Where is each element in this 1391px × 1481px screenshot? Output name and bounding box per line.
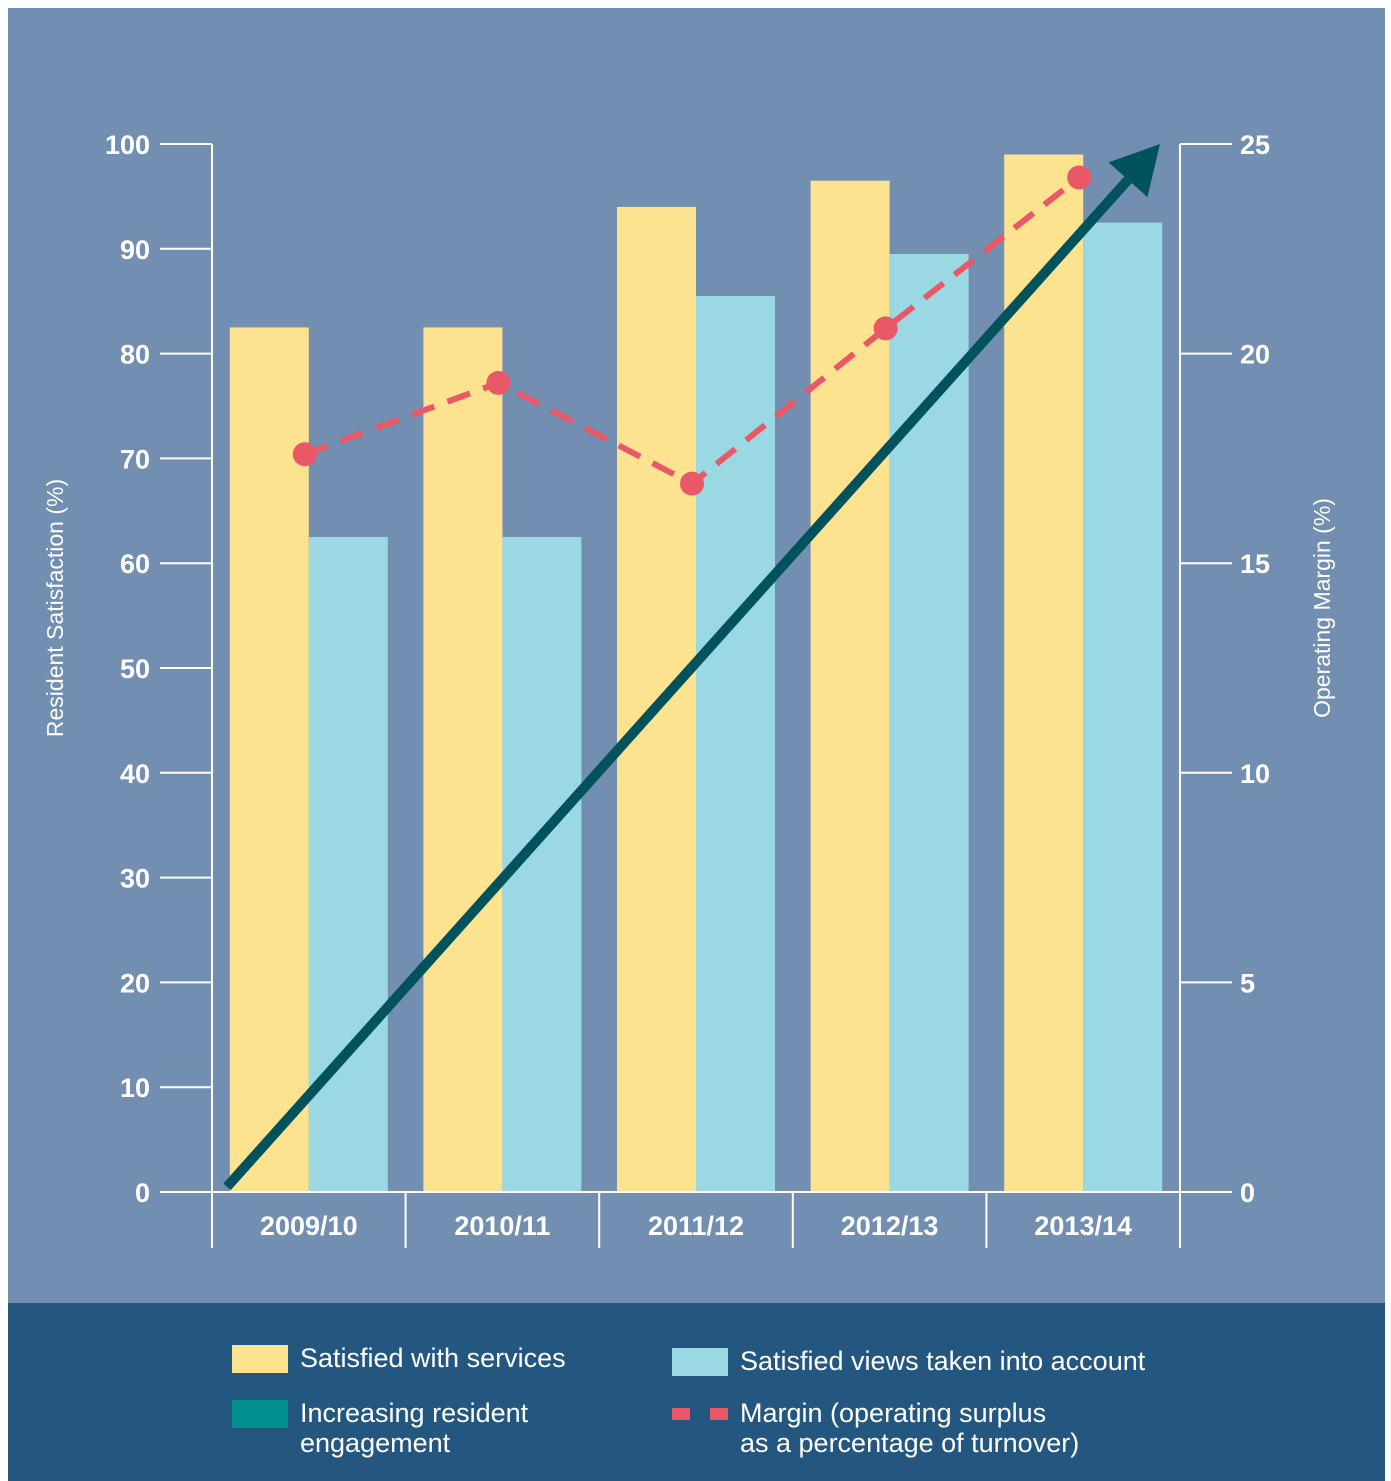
margin-point-0	[292, 442, 317, 467]
legend-item-margin: Margin (operating surplus as a percentag…	[672, 1398, 1079, 1458]
bar-views-4	[1083, 222, 1163, 1193]
x-tick-label-0: 2009/10	[260, 1211, 358, 1241]
bar-services-1	[423, 327, 503, 1192]
bar-views-2	[696, 296, 775, 1192]
legend-panel: Satisfied with services Satisfied views …	[8, 1303, 1385, 1481]
y-tick-label-5: 50	[120, 654, 150, 684]
y-tick-label-8: 80	[120, 340, 150, 370]
chart-panel: 2009/10 2010/11 2011/12 2012/13 2013/14 0 10 20…	[8, 8, 1385, 1303]
bar-views-3	[889, 254, 969, 1192]
engagement-arrow-shaft	[223, 176, 1132, 1191]
x-tick-label-3: 2012/13	[841, 1211, 939, 1241]
y-tick-label-3: 30	[120, 864, 150, 894]
legend-label-satisfied-views: Satisfied views taken into account	[740, 1346, 1146, 1376]
bar-services-3	[810, 180, 890, 1192]
legend-swatch-satisfied-views	[672, 1348, 728, 1376]
legend-item-satisfied-views: Satisfied views taken into account	[672, 1346, 1145, 1376]
engagement-arrow-head	[1108, 144, 1160, 198]
margin-point-4	[1067, 165, 1092, 190]
bar-services-0	[229, 327, 309, 1192]
y-tick-label-4: 40	[120, 759, 150, 789]
y-tick-label-2: 20	[120, 968, 150, 998]
legend-item-satisfied-services: Satisfied with services	[232, 1343, 566, 1373]
y-tick-label-0: 0	[135, 1178, 150, 1208]
y-tick-label-9: 90	[120, 235, 150, 265]
legend-dash-2	[710, 1408, 728, 1420]
y-right-tick-label-2: 10	[1240, 759, 1270, 789]
margin-point-1	[486, 370, 511, 395]
legend-label-satisfied-services: Satisfied with services	[300, 1343, 566, 1373]
y-tick-label-7: 70	[120, 444, 150, 474]
y-tick-label-6: 60	[120, 549, 150, 579]
margin-point-2	[680, 471, 704, 496]
x-tick-label-4: 2013/14	[1034, 1211, 1132, 1241]
legend-item-engagement: Increasing resident engagement	[232, 1398, 528, 1458]
y-axis-title: Resident Satisfaction (%)	[42, 479, 68, 737]
y-right-tick-label-0: 0	[1240, 1178, 1255, 1208]
x-tick-label-1: 2010/11	[454, 1211, 550, 1241]
legend-swatch-margin	[672, 1400, 728, 1428]
x-tick-label-2: 2011/12	[648, 1211, 744, 1241]
bar-services-4	[1004, 154, 1084, 1192]
chart-svg: 2009/10 2010/11 2011/12 2012/13 2013/14 0 10 20…	[42, 130, 1335, 1248]
margin-point-3	[873, 316, 898, 341]
legend-label-margin: Margin (operating surplus as a percentag…	[740, 1398, 1080, 1458]
y-right-tick-label-5: 25	[1240, 130, 1270, 160]
y-right-tick-label-3: 15	[1240, 549, 1270, 579]
y-tick-label-10: 100	[105, 130, 150, 160]
legend-dash-1	[672, 1408, 690, 1420]
legend-label-engagement: Increasing resident engagement	[300, 1398, 529, 1458]
legend-swatch-engagement	[232, 1400, 288, 1428]
legend-swatch-satisfied-services	[232, 1345, 288, 1373]
bar-views-0	[308, 537, 388, 1192]
y-right-tick-label-4: 20	[1240, 340, 1270, 370]
y-axis-right-title: Operating Margin (%)	[1309, 498, 1335, 718]
y-right-tick-label-1: 5	[1240, 968, 1255, 998]
y-tick-label-1: 10	[120, 1073, 150, 1103]
